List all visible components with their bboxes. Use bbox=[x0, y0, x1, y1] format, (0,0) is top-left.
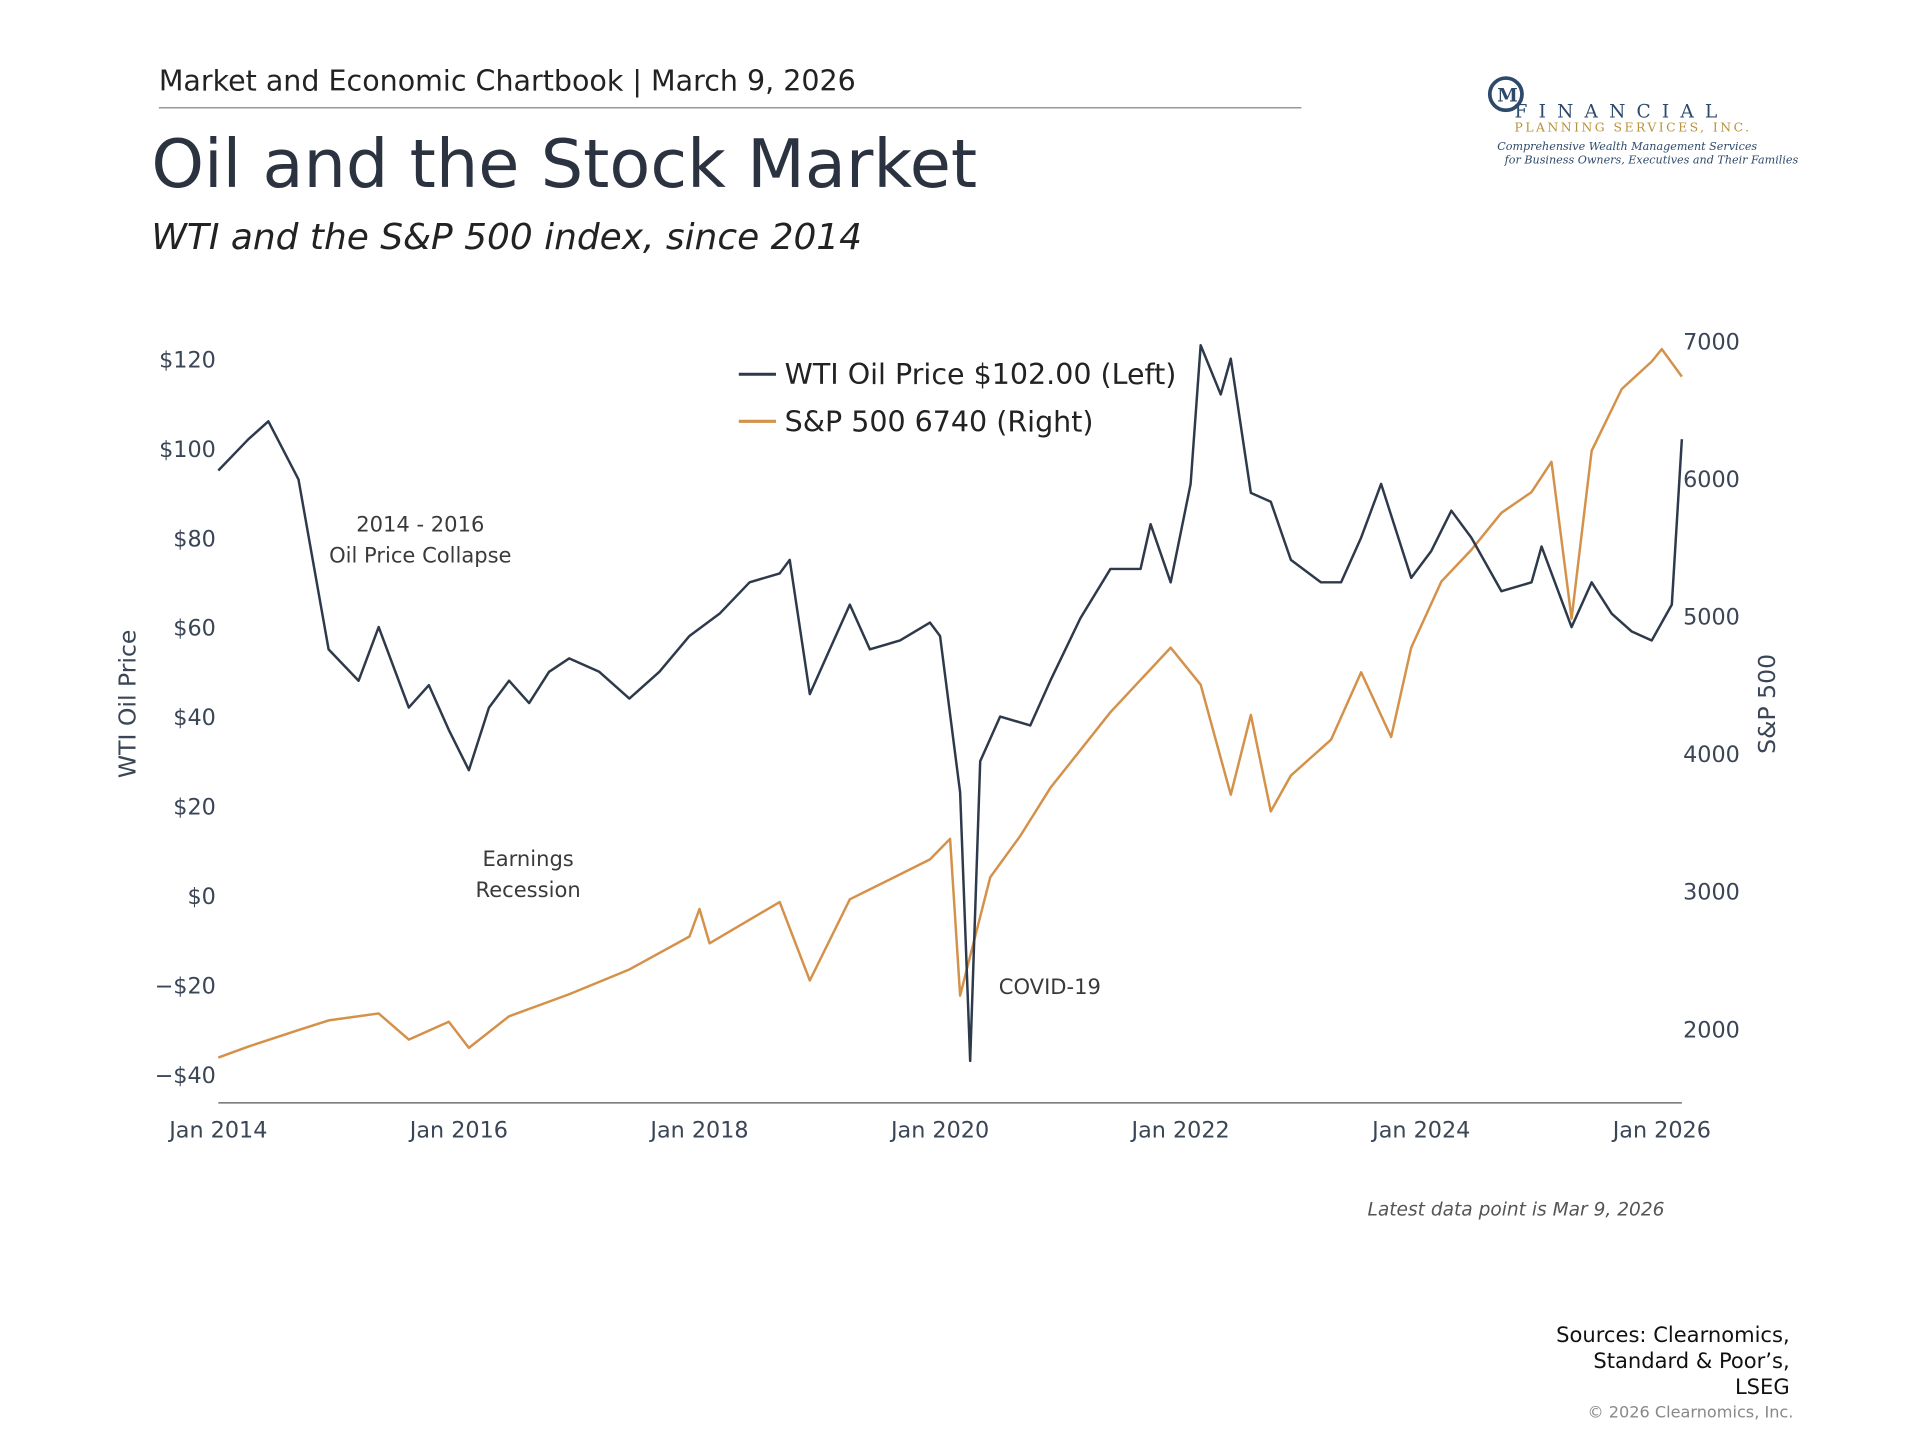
annotation: Oil Price Collapse bbox=[329, 543, 511, 568]
y-tick-label: $40 bbox=[173, 705, 216, 731]
footnote: Latest data point is Mar 9, 2026 bbox=[1368, 1200, 1665, 1221]
y2-tick-label: 7000 bbox=[1683, 329, 1740, 355]
logo-mark: M bbox=[1497, 86, 1518, 107]
logo-sub: PLANNING SERVICES, INC. bbox=[1515, 119, 1752, 134]
annotation: Recession bbox=[476, 877, 581, 902]
y2-tick-label: 3000 bbox=[1683, 880, 1740, 906]
annotation: 2014 - 2016 bbox=[356, 512, 484, 537]
x-tick-label: Jan 2016 bbox=[408, 1118, 508, 1144]
y-tick-label: $100 bbox=[159, 437, 216, 463]
chart-title: Oil and the Stock Market bbox=[151, 125, 977, 203]
sources: Sources: Clearnomics, bbox=[1556, 1322, 1790, 1347]
y2-tick-label: 4000 bbox=[1683, 742, 1740, 768]
annotation: Earnings bbox=[482, 846, 573, 871]
legend-label: WTI Oil Price $102.00 (Left) bbox=[785, 358, 1177, 391]
logo-ring bbox=[1487, 76, 1524, 113]
x-tick-label: Jan 2024 bbox=[1370, 1118, 1470, 1144]
logo: M FINANCIAL PLANNING SERVICES, INC. Comp… bbox=[1487, 76, 1799, 167]
y-tick-label: $20 bbox=[173, 795, 216, 821]
x-tick-label: Jan 2022 bbox=[1130, 1118, 1230, 1144]
y-tick-label: −$40 bbox=[155, 1063, 216, 1089]
x-tick-label: Jan 2018 bbox=[648, 1118, 748, 1144]
series-line bbox=[217, 347, 1683, 1059]
y2-axis-title: S&P 500 bbox=[1753, 654, 1781, 754]
y2-tick-label: 2000 bbox=[1683, 1017, 1740, 1043]
y2-tick-label: 5000 bbox=[1683, 605, 1740, 631]
chart-subtitle: WTI and the S&P 500 index, since 2014 bbox=[151, 217, 862, 258]
logo-tagline: for Business Owners, Executives and Thei… bbox=[1504, 154, 1799, 167]
annotation: COVID-19 bbox=[999, 974, 1101, 999]
y-tick-label: $60 bbox=[173, 616, 216, 642]
y-tick-label: $120 bbox=[159, 347, 216, 373]
x-tick-label: Jan 2026 bbox=[1611, 1118, 1711, 1144]
logo-name: FINANCIAL bbox=[1515, 102, 1729, 123]
legend-label: S&P 500 6740 (Right) bbox=[785, 405, 1094, 438]
x-tick-label: Jan 2014 bbox=[167, 1118, 267, 1144]
sources: Standard & Poor’s, bbox=[1593, 1348, 1789, 1373]
series-line bbox=[217, 344, 1684, 1063]
logo-tagline: Comprehensive Wealth Management Services bbox=[1497, 140, 1757, 153]
sources: LSEG bbox=[1735, 1374, 1790, 1399]
chartbook-header: Market and Economic Chartbook | March 9,… bbox=[159, 64, 856, 97]
y-tick-label: $0 bbox=[187, 884, 215, 910]
copyright: © 2026 Clearnomics, Inc. bbox=[1588, 1403, 1794, 1422]
x-tick-label: Jan 2020 bbox=[889, 1118, 989, 1144]
y2-tick-label: 6000 bbox=[1683, 467, 1740, 493]
y-tick-label: −$20 bbox=[155, 974, 216, 1000]
y-axis-title: WTI Oil Price bbox=[113, 630, 141, 779]
y-tick-label: $80 bbox=[173, 526, 216, 552]
